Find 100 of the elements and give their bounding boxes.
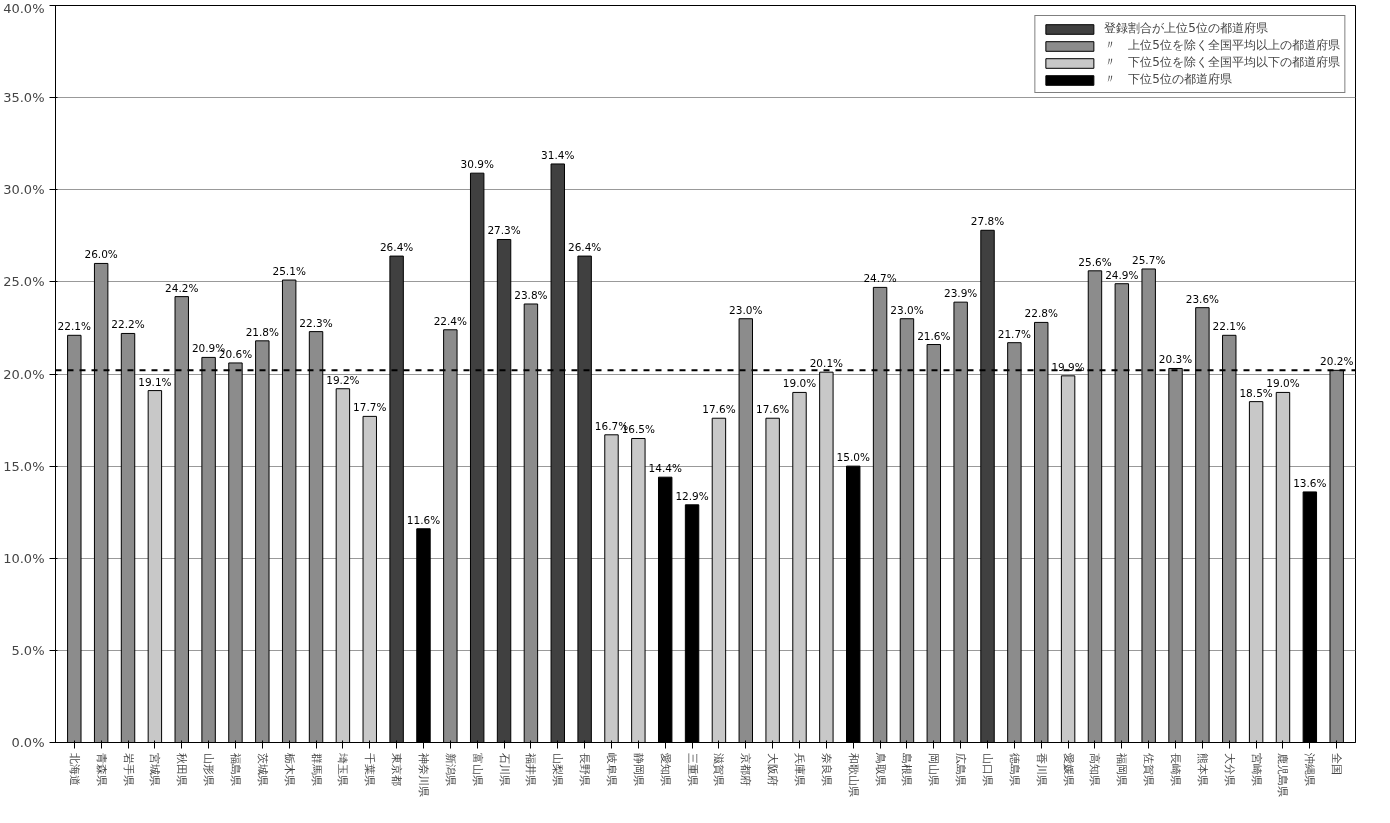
data-label: 24.2%	[165, 281, 199, 294]
data-label: 24.7%	[863, 272, 897, 285]
data-label: 19.1%	[138, 375, 172, 388]
data-label: 12.9%	[675, 489, 709, 502]
data-label: 20.3%	[1158, 353, 1193, 366]
data-label: 17.7%	[353, 401, 387, 414]
data-label: 22.2%	[111, 318, 145, 331]
x-tick-label: 山形県	[202, 753, 216, 787]
data-label: 26.4%	[379, 241, 414, 254]
x-tick-label: 福岡県	[1115, 753, 1129, 787]
x-tick-label: 宮崎県	[1249, 753, 1263, 787]
legend-label: 〃 下位5位の都道府県	[1104, 71, 1232, 88]
y-tick-label: 40.0%	[3, 0, 45, 16]
data-label: 21.7%	[997, 327, 1032, 340]
x-tick-label: 青森県	[94, 753, 108, 787]
x-tick-label: 宮城県	[148, 753, 162, 787]
x-tick-label: 長崎県	[1169, 753, 1183, 787]
data-label: 17.6%	[702, 403, 736, 416]
x-tick-label: 長野県	[578, 753, 592, 787]
x-tick-label: 熊本県	[1195, 753, 1209, 787]
x-tick-label: 神奈川県	[416, 753, 430, 798]
data-label: 23.6%	[1185, 292, 1220, 305]
data-label: 25.1%	[272, 265, 306, 278]
data-label: 21.6%	[917, 329, 951, 342]
data-label: 17.6%	[755, 403, 790, 416]
y-tick-label: 35.0%	[3, 90, 45, 106]
x-tick-label: 和歌山県	[846, 753, 860, 798]
x-tick-label: 静岡県	[631, 753, 645, 787]
x-tick-label: 愛媛県	[1061, 753, 1075, 787]
x-tick-label: 秋田県	[175, 753, 189, 787]
y-tick-label: 25.0%	[3, 274, 45, 290]
x-tick-label: 奈良県	[819, 753, 833, 787]
data-label: 25.6%	[1078, 255, 1112, 268]
x-tick-label: 全国	[1330, 753, 1344, 776]
y-tick-label: 15.0%	[3, 458, 45, 474]
x-tick-label: 愛知県	[658, 753, 672, 787]
x-tick-label: 京都府	[739, 753, 753, 787]
x-tick-label: 栃木県	[282, 753, 296, 787]
data-label: 21.8%	[245, 325, 280, 338]
x-tick-label: 岩手県	[121, 753, 135, 787]
x-tick-label: 岐阜県	[604, 753, 618, 787]
legend-label: 登録割合が上位5位の都道府県	[1104, 20, 1268, 37]
data-label: 25.7%	[1132, 253, 1166, 266]
x-tick-label: 三重県	[685, 753, 699, 787]
y-tick-label: 0.0%	[11, 735, 45, 750]
data-label: 20.2%	[1320, 355, 1354, 368]
data-label: 22.3%	[299, 316, 333, 329]
x-tick-label: 佐賀県	[1142, 753, 1156, 787]
data-label: 22.1%	[57, 320, 91, 333]
data-label: 24.9%	[1105, 268, 1139, 281]
data-label: 11.6%	[406, 513, 441, 526]
x-tick-label: 新潟県	[443, 753, 457, 787]
x-tick-label: 兵庫県	[793, 753, 807, 787]
data-label: 15.0%	[836, 451, 870, 464]
x-tick-label: 徳島県	[1007, 753, 1021, 787]
data-label: 20.1%	[809, 357, 844, 370]
data-label: 22.8%	[1024, 307, 1058, 320]
data-label: 26.0%	[84, 248, 118, 261]
data-label: 27.3%	[487, 224, 521, 237]
x-tick-label: 東京都	[390, 753, 404, 787]
x-tick-label: 群馬県	[309, 753, 323, 787]
data-label: 30.9%	[460, 158, 494, 171]
data-label: 13.6%	[1293, 476, 1327, 489]
x-tick-label: 香川県	[1034, 753, 1048, 787]
y-tick-label: 10.0%	[3, 550, 45, 566]
x-tick-label: 北海道	[67, 753, 81, 787]
x-tick-label: 福島県	[228, 753, 242, 787]
data-label: 23.8%	[514, 288, 548, 301]
legend-label: 〃 下位5位を除く全国平均以下の都道府県	[1104, 54, 1340, 71]
y-tick-label: 30.0%	[3, 182, 45, 198]
x-tick-label: 富山県	[470, 753, 484, 787]
x-tick-label: 大分県	[1222, 753, 1236, 787]
x-tick-label: 山梨県	[551, 753, 565, 787]
x-tick-label: 埼玉県	[336, 752, 350, 787]
legend-label: 〃 上位5位を除く全国平均以上の都道府県	[1104, 37, 1340, 54]
data-label: 26.4%	[567, 241, 602, 254]
x-tick-label: 山口県	[981, 753, 995, 787]
y-tick-label: 5.0%	[11, 642, 45, 658]
x-tick-label: 滋賀県	[712, 753, 726, 787]
x-tick-label: 茨城県	[255, 753, 269, 787]
x-tick-label: 鹿児島県	[1276, 753, 1290, 798]
data-label: 22.4%	[433, 314, 468, 327]
data-label: 14.4%	[648, 462, 682, 475]
data-label: 27.8%	[970, 215, 1005, 228]
y-tick-label: 20.0%	[3, 366, 45, 382]
x-tick-label: 島根県	[900, 753, 914, 787]
x-tick-label: 鳥取県	[873, 752, 887, 787]
data-label: 31.4%	[541, 148, 575, 161]
x-tick-label: 高知県	[1088, 753, 1102, 787]
data-label: 23.0%	[729, 303, 763, 316]
x-tick-label: 沖縄県	[1303, 753, 1317, 787]
data-label: 19.2%	[326, 373, 360, 386]
x-tick-label: 広島県	[954, 753, 968, 787]
data-label: 19.0%	[782, 377, 817, 390]
x-tick-label: 千葉県	[363, 753, 377, 787]
data-label: 23.9%	[943, 287, 978, 300]
data-label: 22.1%	[1212, 320, 1246, 333]
x-tick-label: 福井県	[524, 753, 538, 787]
x-tick-label: 岡山県	[927, 753, 941, 787]
x-tick-label: 石川県	[497, 753, 511, 787]
